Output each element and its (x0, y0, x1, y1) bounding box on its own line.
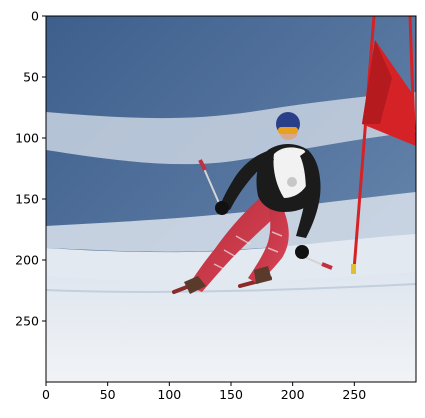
glove-right (295, 245, 309, 259)
x-tick-label: 0 (42, 387, 50, 402)
glove-left (215, 201, 229, 215)
goggles (278, 127, 298, 134)
y-tick-label: 250 (15, 314, 39, 329)
x-tick-label: 250 (342, 387, 366, 402)
y-tick-label: 150 (15, 192, 39, 207)
y-tick-label: 100 (15, 131, 39, 146)
gate (351, 16, 416, 274)
y-tick-label: 0 (31, 9, 39, 24)
y-tick-label: 200 (15, 253, 39, 268)
gate-pole-tip (351, 264, 356, 274)
face (280, 134, 298, 140)
ski-pole-left-grip (198, 159, 207, 171)
x-tick-label: 150 (219, 387, 243, 402)
snow-foreground (46, 270, 416, 382)
skier (172, 112, 333, 294)
race-bib (273, 147, 311, 198)
arm-left (220, 150, 274, 210)
x-axis: 0 50 100 150 200 250 (42, 382, 366, 402)
x-tick-label: 50 (100, 387, 116, 402)
photo (46, 16, 416, 382)
boot-left (184, 276, 206, 294)
y-tick-label: 50 (23, 70, 39, 85)
x-tick-label: 200 (281, 387, 305, 402)
boot-right (254, 266, 272, 284)
snow-shadow-line (46, 283, 416, 293)
x-tick-label: 100 (157, 387, 181, 402)
leg-right (248, 204, 289, 284)
snow-band-upper (46, 92, 416, 165)
ski-pole-right-grip (321, 262, 333, 270)
gate-flag-shade (362, 40, 392, 124)
leg-left (188, 196, 282, 292)
snow-band-mid (46, 192, 416, 252)
suit-stripes (213, 231, 283, 271)
bib-logo (287, 177, 297, 187)
arm-right (296, 150, 321, 238)
gate-pole-left (352, 16, 376, 271)
y-axis: 0 50 100 150 200 250 (15, 9, 46, 329)
